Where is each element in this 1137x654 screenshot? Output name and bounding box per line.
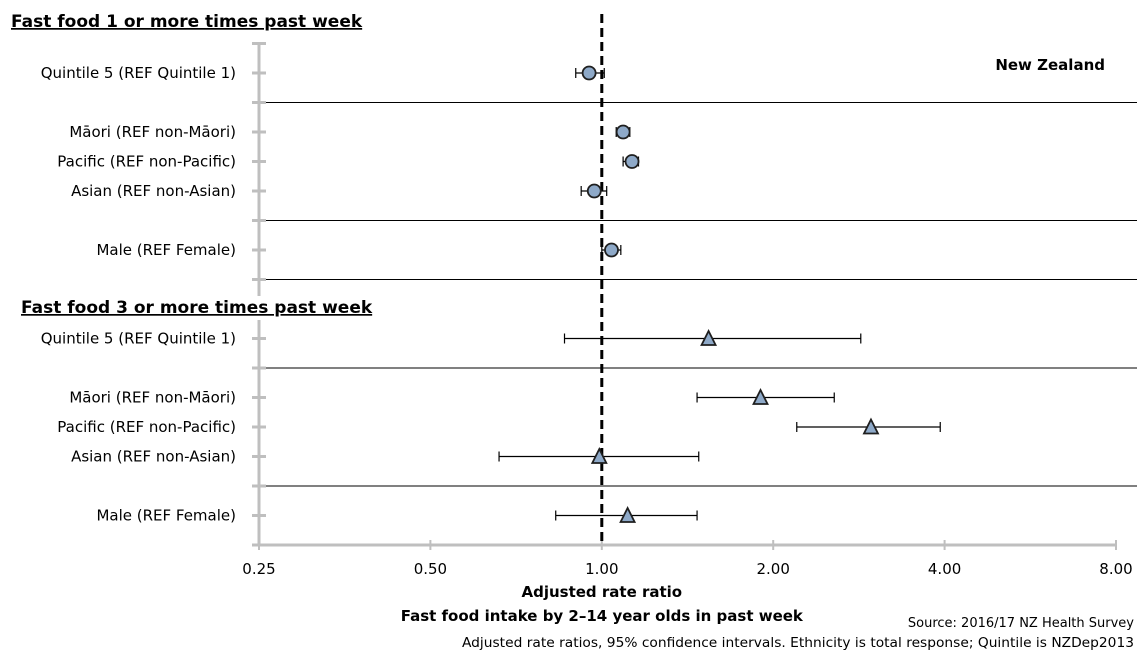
panel-title: Fast food 1 or more times past week	[11, 12, 363, 32]
estimate-marker	[619, 505, 637, 523]
estimate-marker	[615, 124, 631, 140]
row-label: Asian (REF non-Asian)	[71, 448, 236, 466]
estimate-marker	[604, 242, 619, 258]
x-tick-label: 0.25	[242, 560, 275, 578]
row-label: Asian (REF non-Asian)	[71, 182, 236, 200]
row-label: Quintile 5 (REF Quintile 1)	[41, 64, 236, 82]
estimate-marker	[862, 417, 880, 435]
x-tick-label: 0.50	[414, 560, 447, 578]
row-label: Māori (REF non-Māori)	[69, 123, 236, 141]
row-label: Pacific (REF non-Pacific)	[57, 418, 236, 436]
panel-title: Fast food 3 or more times past week	[21, 298, 373, 318]
x-tick-label: 8.00	[1099, 560, 1132, 578]
source-note: Source: 2016/17 NZ Health Survey	[908, 616, 1134, 631]
estimate-marker	[590, 446, 608, 464]
estimate-marker	[752, 387, 769, 405]
footer-title: Fast food intake by 2–14 year olds in pa…	[401, 607, 804, 625]
estimate-marker	[581, 65, 597, 81]
x-axis-title: Adjusted rate ratio	[521, 583, 682, 601]
x-tick-label: 4.00	[928, 560, 961, 578]
estimate-marker	[700, 328, 718, 346]
region-label: New Zealand	[995, 56, 1105, 74]
row-label: Quintile 5 (REF Quintile 1)	[41, 330, 236, 348]
estimate-marker	[624, 154, 640, 169]
footnote: Adjusted rate ratios, 95% confidence int…	[462, 636, 1134, 650]
panel-title-bg	[8, 296, 390, 320]
estimate-marker	[586, 183, 602, 199]
row-label: Pacific (REF non-Pacific)	[57, 153, 236, 171]
row-label: Male (REF Female)	[96, 241, 236, 259]
x-tick-label: 1.00	[585, 560, 618, 578]
x-tick-label: 2.00	[756, 560, 789, 578]
row-label: Male (REF Female)	[96, 507, 236, 525]
row-label: Māori (REF non-Māori)	[69, 389, 236, 407]
